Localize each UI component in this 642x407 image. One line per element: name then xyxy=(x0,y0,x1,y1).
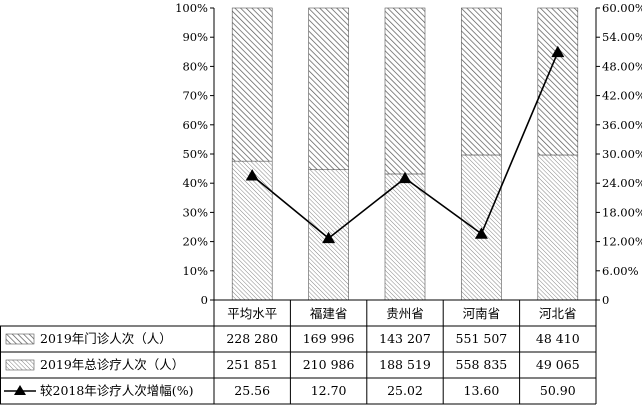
series-label-3: 较2018年诊疗人次增幅(%) xyxy=(40,383,193,398)
category-label: 河北省 xyxy=(539,306,577,321)
table-cell: 143 207 xyxy=(379,331,431,346)
growth-point-2 xyxy=(322,231,336,244)
left-tick-label: 10% xyxy=(182,264,208,278)
bar-4-upper xyxy=(461,7,502,156)
table-cell: 228 280 xyxy=(226,331,278,346)
right-tick-label: 42.00% xyxy=(602,89,642,103)
legend-key-triangle xyxy=(14,385,26,395)
legend-key-2 xyxy=(5,359,35,371)
plot-area: 0 0 10% 6.00% 20% 12.00% 30% 18.00% 40% 24.00% 50%… xyxy=(175,1,642,307)
bar-5-lower xyxy=(537,154,579,301)
table-cell: 251 851 xyxy=(226,357,278,372)
table-cell: 551 507 xyxy=(456,331,508,346)
right-tick-label: 12.00% xyxy=(602,235,642,249)
bar-3-upper xyxy=(384,7,426,175)
table-cell: 25.02 xyxy=(387,383,423,398)
growth-point-3 xyxy=(398,171,412,184)
growth-point-1 xyxy=(245,169,259,181)
table-cell: 13.60 xyxy=(464,383,500,398)
left-tick-label: 60% xyxy=(182,118,208,132)
right-tick-label: 30.00% xyxy=(602,147,642,161)
left-tick-label: 90% xyxy=(182,30,208,44)
left-tick-label: 40% xyxy=(182,176,208,190)
table-cell: 169 996 xyxy=(303,331,355,346)
table-cell: 12.70 xyxy=(311,383,347,398)
right-tick-label: 24.00% xyxy=(602,176,642,190)
left-tick-label: 50% xyxy=(182,147,208,161)
right-tick-label: 18.00% xyxy=(602,205,642,219)
left-tick-label: 20% xyxy=(182,235,208,249)
table-cell: 188 519 xyxy=(379,357,431,372)
category-label: 贵州省 xyxy=(386,306,424,321)
growth-point-5 xyxy=(551,45,565,58)
table-cell: 25.56 xyxy=(234,383,270,398)
table-cell: 50.90 xyxy=(540,383,576,398)
left-tick-label: 30% xyxy=(182,205,208,219)
category-label: 福建省 xyxy=(310,306,348,321)
table-cell: 49 065 xyxy=(536,357,580,372)
left-tick-label: 100% xyxy=(175,1,208,15)
data-table: 平均水平 福建省 贵州省 河南省 河北省 2019年门诊人次（人） 228 280 169 9… xyxy=(0,300,597,405)
table-cell: 48 410 xyxy=(536,331,580,346)
left-tick-label: 0 xyxy=(201,293,208,307)
series-label-2: 2019年总诊疗人次（人） xyxy=(40,357,184,372)
growth-point-4 xyxy=(474,227,488,239)
bar-2-upper xyxy=(308,7,349,171)
category-label: 河南省 xyxy=(463,306,501,321)
bar-1-upper xyxy=(231,7,273,162)
right-tick-label: 36.00% xyxy=(602,118,642,132)
category-label: 平均水平 xyxy=(227,306,277,321)
bar-3-lower xyxy=(384,173,426,301)
bar-1-lower xyxy=(231,160,273,301)
left-tick-label: 80% xyxy=(182,59,208,73)
left-tick-label: 70% xyxy=(182,89,208,103)
right-tick-label: 6.00% xyxy=(602,264,639,278)
right-tick-label: 54.00% xyxy=(602,30,642,44)
right-tick-label: 60.00% xyxy=(602,1,642,15)
table-cell: 558 835 xyxy=(456,357,508,372)
right-tick-label: 0 xyxy=(602,293,609,307)
legend-key-1 xyxy=(5,333,35,345)
right-tick-label: 48.00% xyxy=(602,59,642,73)
table-cell: 210 986 xyxy=(303,357,355,372)
series-label-1: 2019年门诊人次（人） xyxy=(40,331,172,346)
bar-5-upper xyxy=(537,7,579,156)
